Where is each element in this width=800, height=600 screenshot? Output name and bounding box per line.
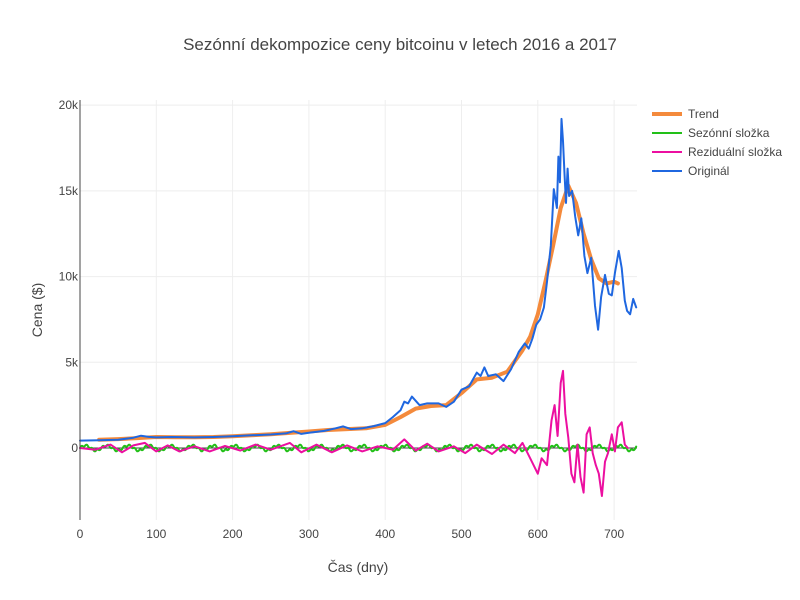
y-axis-ticks: 0 5k 10k 15k 20k (59, 98, 79, 455)
legend-label: Originál (688, 164, 729, 178)
series-line-original (79, 117, 638, 442)
x-tick-label: 100 (146, 527, 166, 541)
series-line-rezidualni-slozka (79, 369, 629, 497)
x-axis-ticks: 0 100 200 300 400 500 600 700 (77, 527, 625, 541)
x-tick-label: 600 (528, 527, 548, 541)
x-tick-label: 500 (451, 527, 471, 541)
y-tick-label: 0 (71, 441, 78, 455)
legend-label: Sezónní složka (688, 126, 770, 140)
x-tick-label: 400 (375, 527, 395, 541)
x-tick-label: 300 (299, 527, 319, 541)
x-tick-label: 700 (604, 527, 624, 541)
y-axis-title: Cena ($) (29, 283, 45, 337)
chart-title: Sezónní dekompozice ceny bitcoinu v lete… (183, 35, 617, 54)
x-tick-label: 0 (77, 527, 84, 541)
y-tick-label: 15k (59, 184, 79, 198)
legend-label: Reziduální složka (688, 145, 782, 159)
y-tick-label: 20k (59, 98, 79, 112)
y-tick-label: 5k (65, 355, 79, 369)
plot-area (79, 117, 638, 497)
y-tick-label: 10k (59, 270, 79, 284)
x-axis-title: Čas (dny) (328, 559, 389, 575)
legend: Trend Sezónní složka Reziduální složka Orig… (652, 107, 782, 178)
series-line-sezonni-slozka (79, 443, 638, 453)
legend-label: Trend (688, 107, 719, 121)
x-tick-label: 200 (223, 527, 243, 541)
